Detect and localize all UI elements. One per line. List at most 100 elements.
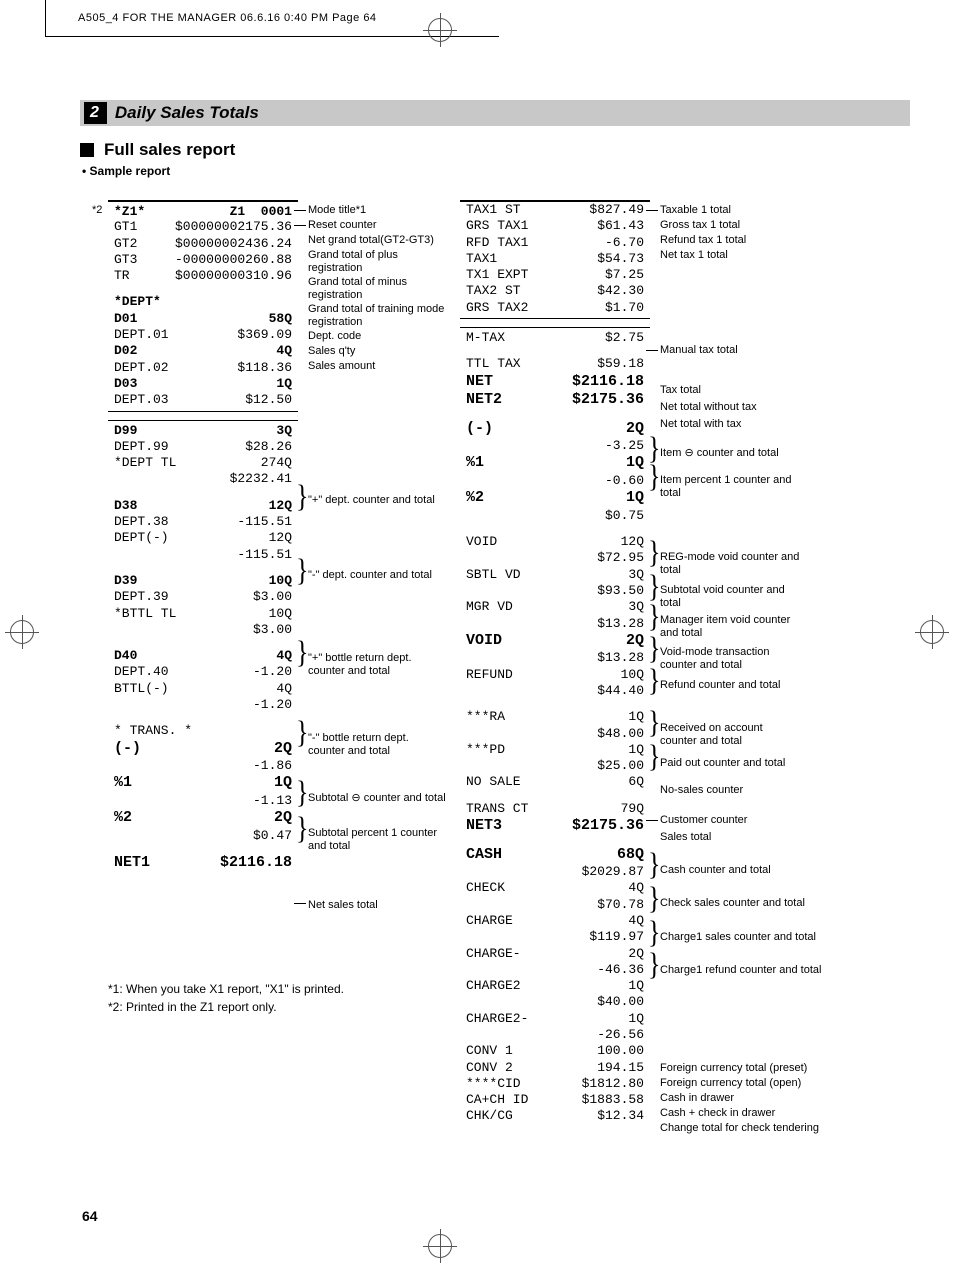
- note-2: *2: Printed in the Z1 report only.: [108, 998, 344, 1016]
- receipt-row: $25.00: [460, 758, 650, 774]
- subsection-title: Full sales report: [104, 140, 235, 160]
- receipt-row: REFUND10Q: [460, 667, 650, 683]
- callout: Cash in drawer: [660, 1092, 734, 1105]
- brace-icon: }: [648, 579, 660, 595]
- receipt-row: CONV 2194.15: [460, 1060, 650, 1076]
- receipt-row: TR$00000000310.96: [108, 268, 298, 284]
- receipt-row: $13.28: [460, 616, 650, 632]
- receipt-row: GT3-00000000260.88: [108, 252, 298, 268]
- mtax-label: M-TAX: [466, 331, 505, 345]
- receipt-row: D3910Q: [108, 573, 298, 589]
- receipt-row: CHK/CG$12.34: [460, 1108, 650, 1124]
- receipt-row: ***PD1Q: [460, 742, 650, 758]
- callout: Charge1 sales counter and total: [660, 931, 816, 944]
- section-title: Daily Sales Totals: [115, 103, 259, 123]
- receipt-row: DEPT.02$118.36: [108, 360, 298, 376]
- callout: Reset counter: [308, 219, 376, 232]
- receipt-row: $72.95: [460, 550, 650, 566]
- receipt-row: *DEPT TL274Q: [108, 455, 298, 471]
- receipt-row: $48.00: [460, 726, 650, 742]
- receipt-row: *BTTL TL10Q: [108, 606, 298, 622]
- callout: "-" bottle return dept. counter and tota…: [308, 732, 448, 758]
- callout: Subtotal ⊖ counter and total: [308, 792, 448, 805]
- callout: Item ⊖ counter and total: [660, 447, 779, 460]
- brace-icon: }: [648, 641, 660, 657]
- receipt-row: DEPT.40-1.20: [108, 664, 298, 680]
- receipt-row: CHECK4Q: [460, 880, 650, 896]
- callout: Customer counter: [660, 814, 747, 827]
- brace-icon: }: [648, 749, 660, 765]
- receipt-row: -26.56: [460, 1027, 650, 1043]
- receipt-right: TAX1 ST$827.49GRS TAX1$61.43RFD TAX1-6.7…: [460, 200, 650, 1152]
- callout: Tax total: [660, 384, 701, 397]
- receipt-row: -0.60: [460, 473, 650, 489]
- receipt-row: %11Q: [460, 454, 650, 473]
- callout: Item percent 1 counter and total: [660, 474, 800, 500]
- receipt-row: TX1 EXPT$7.25: [460, 267, 650, 283]
- callout: Net grand total(GT2-GT3): [308, 234, 434, 247]
- net1-label: NET1: [114, 855, 150, 872]
- receipt-left: *Z1*Z1 0001 GT1$00000002175.36GT2$000000…: [108, 200, 298, 922]
- callout: Refund counter and total: [660, 679, 780, 692]
- brace-icon: }: [648, 857, 660, 873]
- receipt-row: %22Q: [108, 809, 298, 828]
- star2-label: *2: [92, 204, 102, 216]
- receipt-row: DEPT(-)12Q: [108, 530, 298, 546]
- receipt-row: TRANS CT79Q: [460, 801, 650, 817]
- receipt-row: $13.28: [460, 650, 650, 666]
- callout: Manual tax total: [660, 344, 738, 357]
- receipt-row: D3812Q: [108, 498, 298, 514]
- callout: Subtotal void counter and total: [660, 584, 800, 610]
- callout: Taxable 1 total: [660, 204, 731, 217]
- brace-icon: }: [648, 715, 660, 731]
- callout: Grand total of minus registration: [308, 276, 448, 302]
- net2-label: NET2: [466, 392, 502, 409]
- receipt-row: $119.97: [460, 929, 650, 945]
- z1-label: *Z1*: [114, 205, 145, 219]
- brace-icon: }: [296, 489, 308, 505]
- callout: Change total for check tendering: [660, 1122, 819, 1135]
- callout: Cash counter and total: [660, 864, 771, 877]
- receipt-row: SBTL VD3Q: [460, 567, 650, 583]
- section-bar: 2 Daily Sales Totals: [80, 100, 910, 126]
- callout: "+" dept. counter and total: [308, 494, 448, 507]
- receipt-row: -115.51: [108, 547, 298, 563]
- callout: Paid out counter and total: [660, 757, 785, 770]
- receipt-row: $0.47: [108, 828, 298, 844]
- brace-icon: }: [296, 645, 308, 661]
- receipt-row: CHARGE21Q: [460, 978, 650, 994]
- callout: Grand total of plus registration: [308, 249, 448, 275]
- callout: Sales total: [660, 831, 711, 844]
- receipt-row: GRS TAX2$1.70: [460, 300, 650, 316]
- receipt-row: DEPT.38-115.51: [108, 514, 298, 530]
- content: 2 Daily Sales Totals Full sales report •…: [80, 100, 910, 1170]
- receipt-row: -3.25: [460, 438, 650, 454]
- receipt-row: DEPT.03$12.50: [108, 392, 298, 408]
- receipt-row: $2029.87: [460, 864, 650, 880]
- callout: Received on account counter and total: [660, 722, 800, 748]
- receipt-row: $2232.41: [108, 471, 298, 487]
- receipt-row: CASH68Q: [460, 846, 650, 865]
- callout: Foreign currency total (open): [660, 1077, 801, 1090]
- receipt-row: %21Q: [460, 489, 650, 508]
- receipt-row: * TRANS. *: [108, 723, 298, 739]
- receipt-row: D024Q: [108, 343, 298, 359]
- callout: Net tax 1 total: [660, 249, 728, 262]
- brace-icon: }: [648, 673, 660, 689]
- callout: Charge1 refund counter and total: [660, 964, 821, 977]
- receipt-row: DEPT.01$369.09: [108, 327, 298, 343]
- receipt-row: (-)2Q: [460, 420, 650, 439]
- callout: No-sales counter: [660, 784, 743, 797]
- callout: Check sales counter and total: [660, 897, 805, 910]
- callout: Void-mode transaction counter and total: [660, 646, 800, 672]
- receipt-row: $40.00: [460, 994, 650, 1010]
- square-icon: [80, 143, 94, 157]
- callout: Subtotal percent 1 counter and total: [308, 827, 448, 853]
- receipt-row: NET3$2175.36: [460, 817, 650, 836]
- callout: Grand total of training mode registratio…: [308, 303, 448, 329]
- receipt-row: (-)2Q: [108, 740, 298, 759]
- receipt-row: GT2$00000002436.24: [108, 236, 298, 252]
- receipt-area: *2 *Z1*Z1 0001 GT1$00000002175.36GT2$000…: [80, 190, 910, 1170]
- net-label: NET: [466, 374, 493, 391]
- receipt-row: D0158Q: [108, 311, 298, 327]
